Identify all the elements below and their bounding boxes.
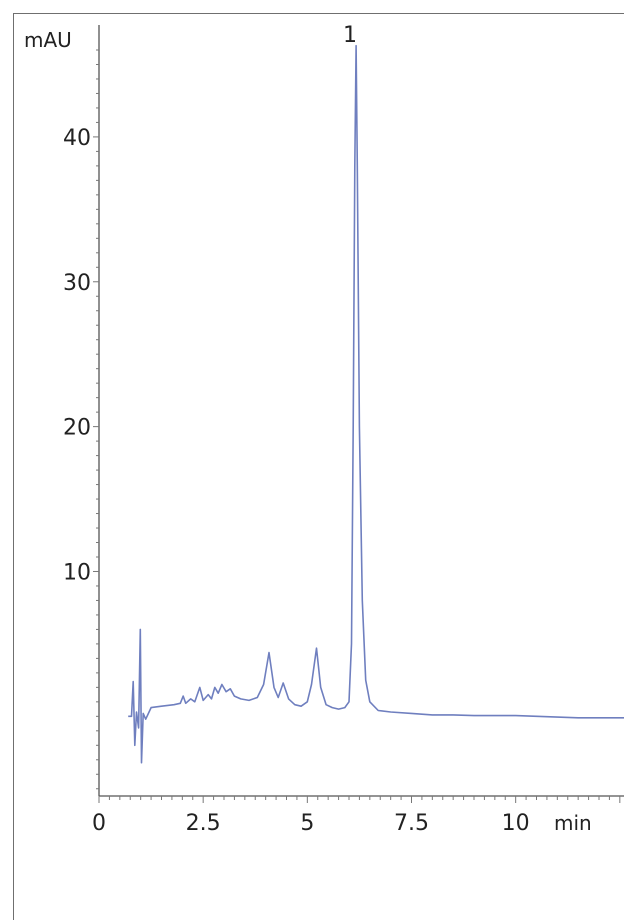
labels: mAU min 1 [24, 23, 592, 835]
x-tick-label: 10 [502, 811, 530, 836]
series [128, 44, 624, 764]
chart-frame [13, 13, 624, 920]
x-tick-label: 7.5 [394, 811, 429, 836]
y-tick-label: 10 [63, 560, 91, 585]
x-tick-label: 0 [92, 811, 106, 836]
y-tick-label: 40 [63, 126, 91, 151]
x-tick-label: 5 [300, 811, 314, 836]
axes [98, 25, 624, 797]
y-axis-unit-label: mAU [24, 28, 72, 52]
y-tick-label: 20 [63, 416, 91, 441]
x-tick-label: 2.5 [186, 811, 221, 836]
y-tick-label: 30 [63, 271, 91, 296]
chromatogram-trace [128, 44, 624, 764]
ticks: 10 20 30 40 0 2.5 5 7.5 10 [63, 49, 621, 836]
x-axis-unit-label: min [554, 811, 592, 835]
peak-label-1: 1 [343, 23, 357, 48]
